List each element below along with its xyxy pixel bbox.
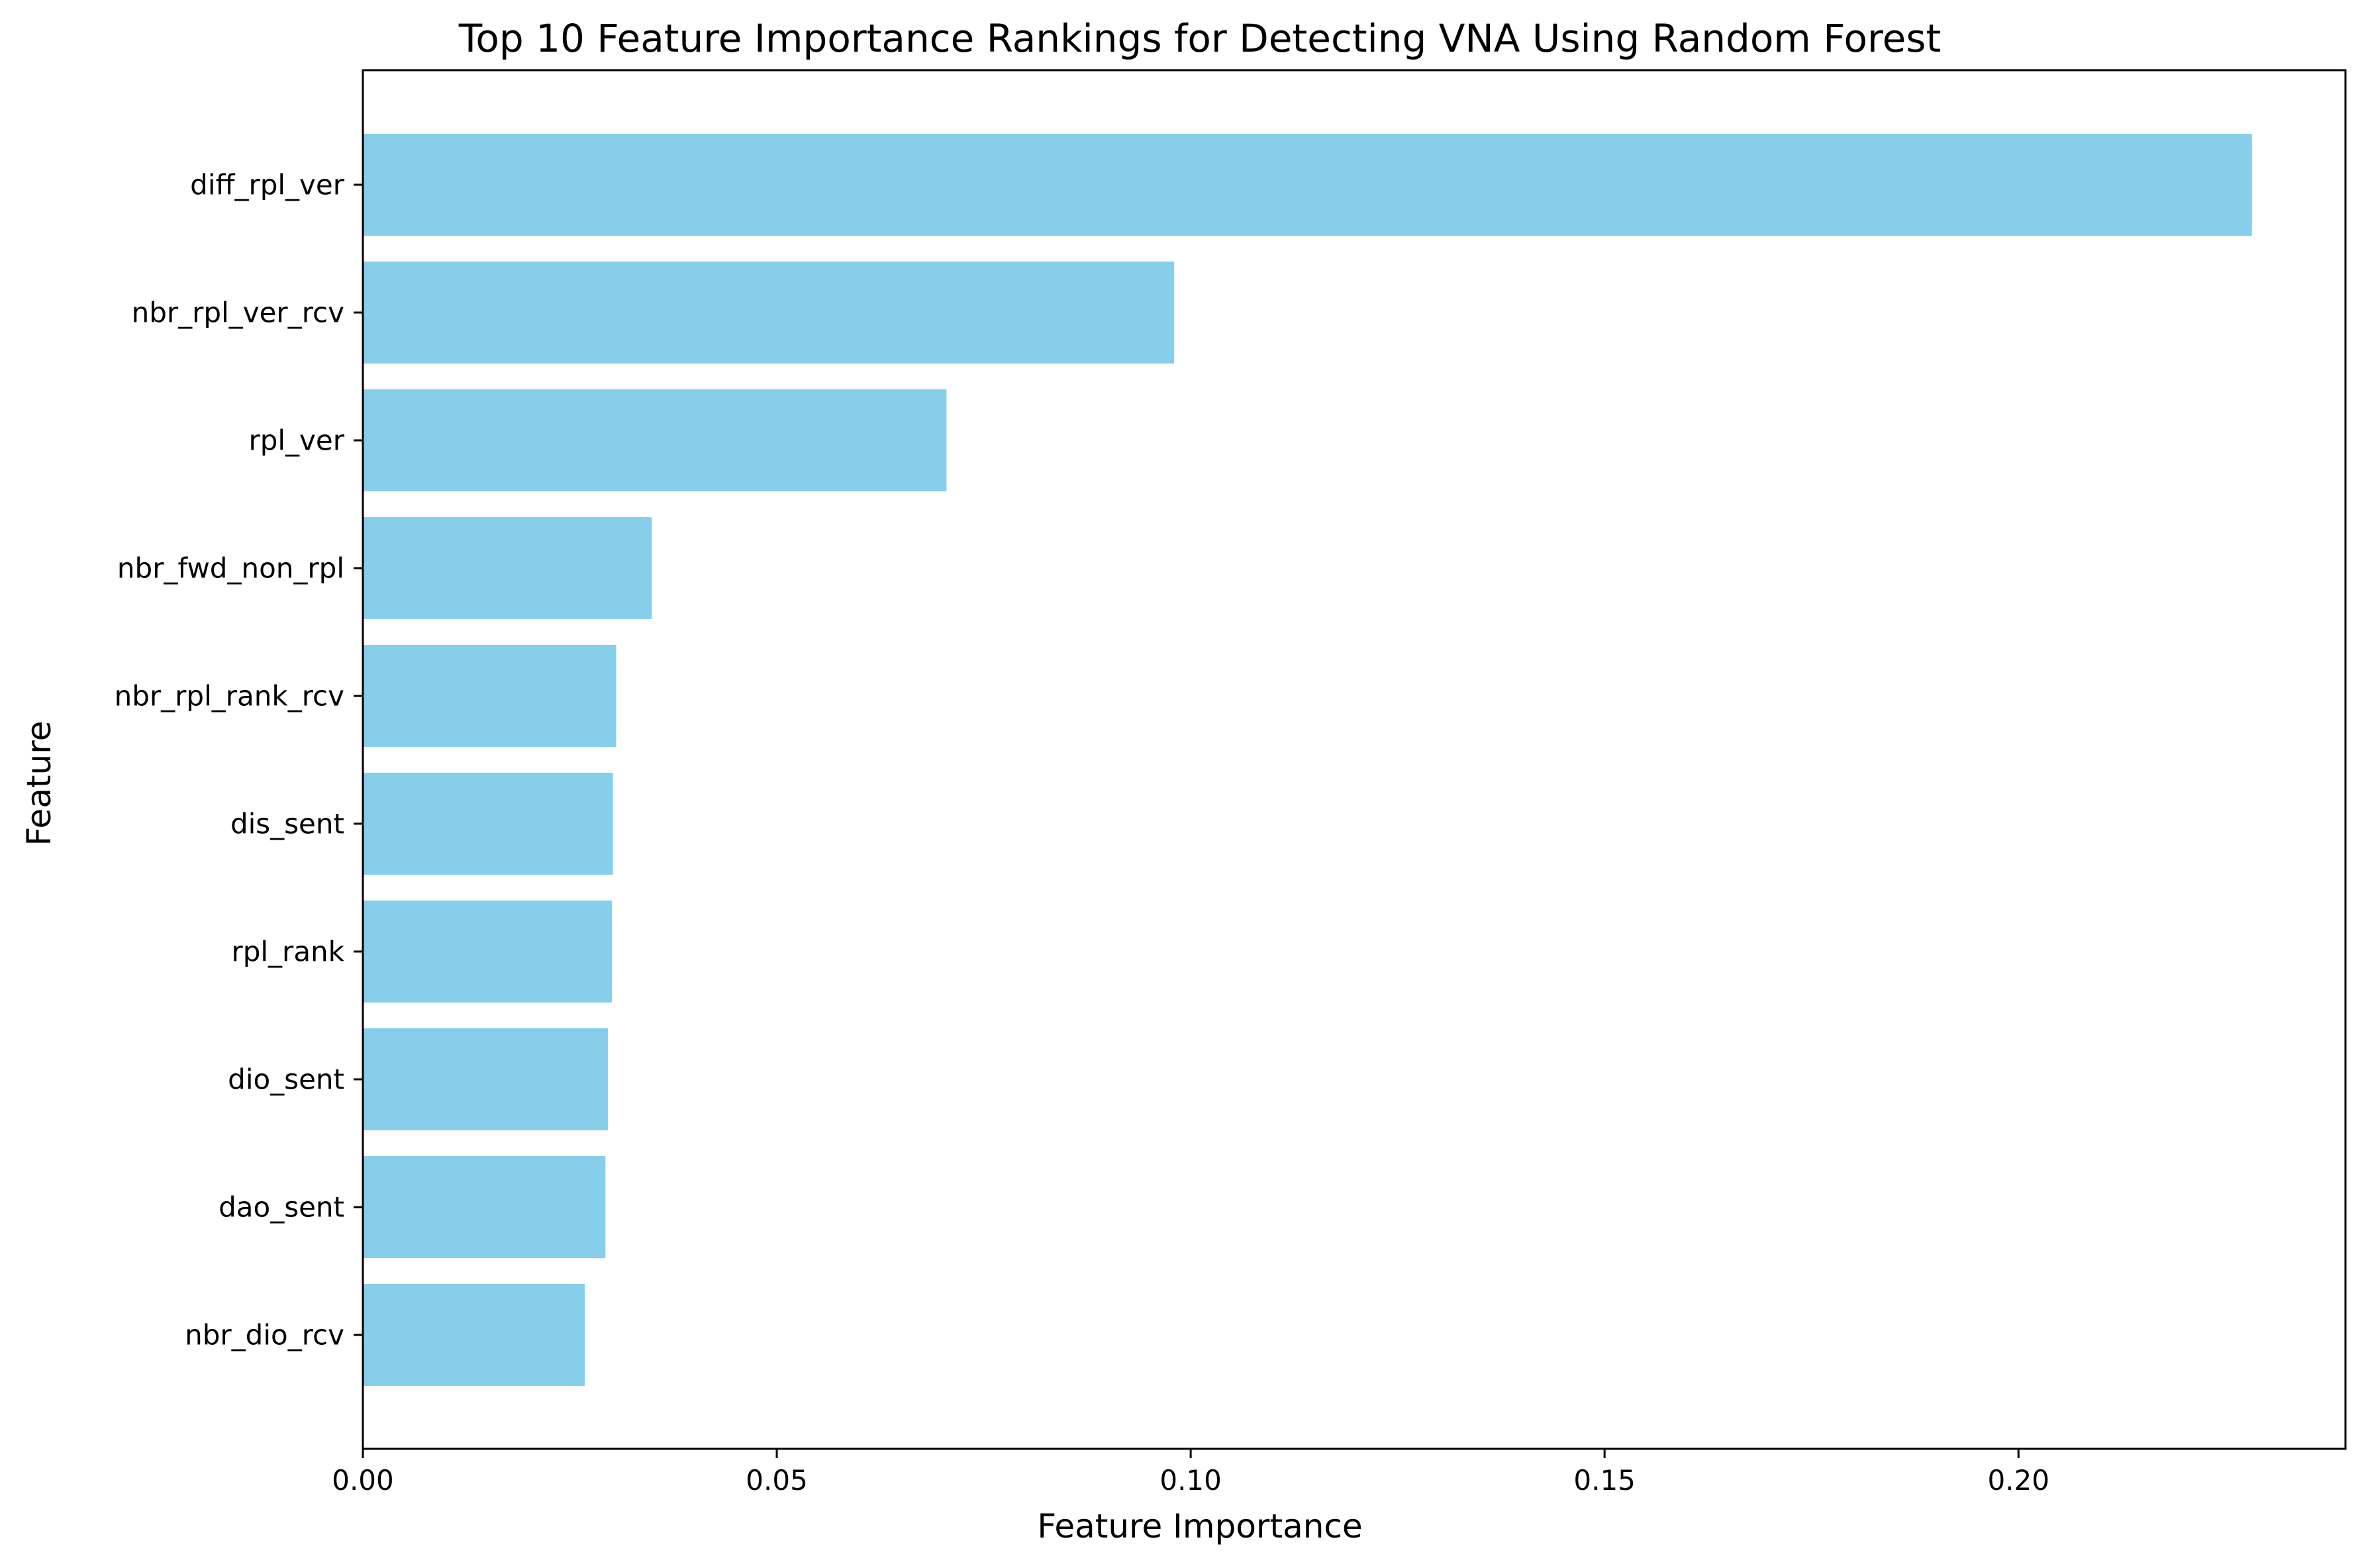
y-tick-label: nbr_fwd_non_rpl: [117, 552, 344, 585]
y-ticks-group: diff_rpl_ver nbr_rpl_ver_rcv rpl_ver nbr_fw…: [115, 169, 363, 1351]
y-tick-label: nbr_rpl_ver_rcv: [132, 297, 344, 329]
bar-rpl-rank: [363, 901, 613, 1003]
x-tick-label: 0.15: [1573, 1464, 1636, 1496]
bar-nbr-rpl-rank-rcv: [363, 645, 616, 747]
bars-group: [363, 134, 2252, 1386]
chart-title: Top 10 Feature Importance Rankings for D…: [458, 16, 1941, 61]
y-tick-label: dio_sent: [228, 1063, 344, 1096]
x-tick-label: 0.10: [1159, 1464, 1222, 1496]
y-tick-label: nbr_rpl_rank_rcv: [115, 680, 344, 712]
bar-nbr-fwd-non-rpl: [363, 517, 652, 619]
x-axis-label: Feature Importance: [1037, 1507, 1362, 1545]
bar-dis-sent: [363, 773, 613, 875]
y-tick-label: dao_sent: [219, 1191, 344, 1224]
bar-diff-rpl-ver: [363, 134, 2252, 236]
bar-dao-sent: [363, 1156, 606, 1258]
y-tick-label: dis_sent: [230, 808, 344, 840]
x-tick-label: 0.00: [332, 1464, 394, 1496]
y-tick-label: rpl_rank: [231, 936, 344, 968]
y-tick-label: rpl_ver: [248, 424, 344, 457]
x-ticks-group: 0.00 0.05 0.10 0.15 0.20: [332, 1449, 2049, 1496]
x-tick-label: 0.20: [1987, 1464, 2049, 1496]
bar-dio-sent: [363, 1028, 609, 1130]
x-tick-label: 0.05: [746, 1464, 808, 1496]
y-tick-label: diff_rpl_ver: [190, 169, 345, 201]
y-axis-label: Feature: [20, 721, 58, 846]
bar-nbr-rpl-ver-rcv: [363, 262, 1175, 364]
y-tick-label: nbr_dio_rcv: [185, 1319, 344, 1351]
plot-frame: [362, 69, 2347, 1450]
bar-nbr-dio-rcv: [363, 1284, 585, 1386]
bar-rpl-ver: [363, 389, 947, 491]
